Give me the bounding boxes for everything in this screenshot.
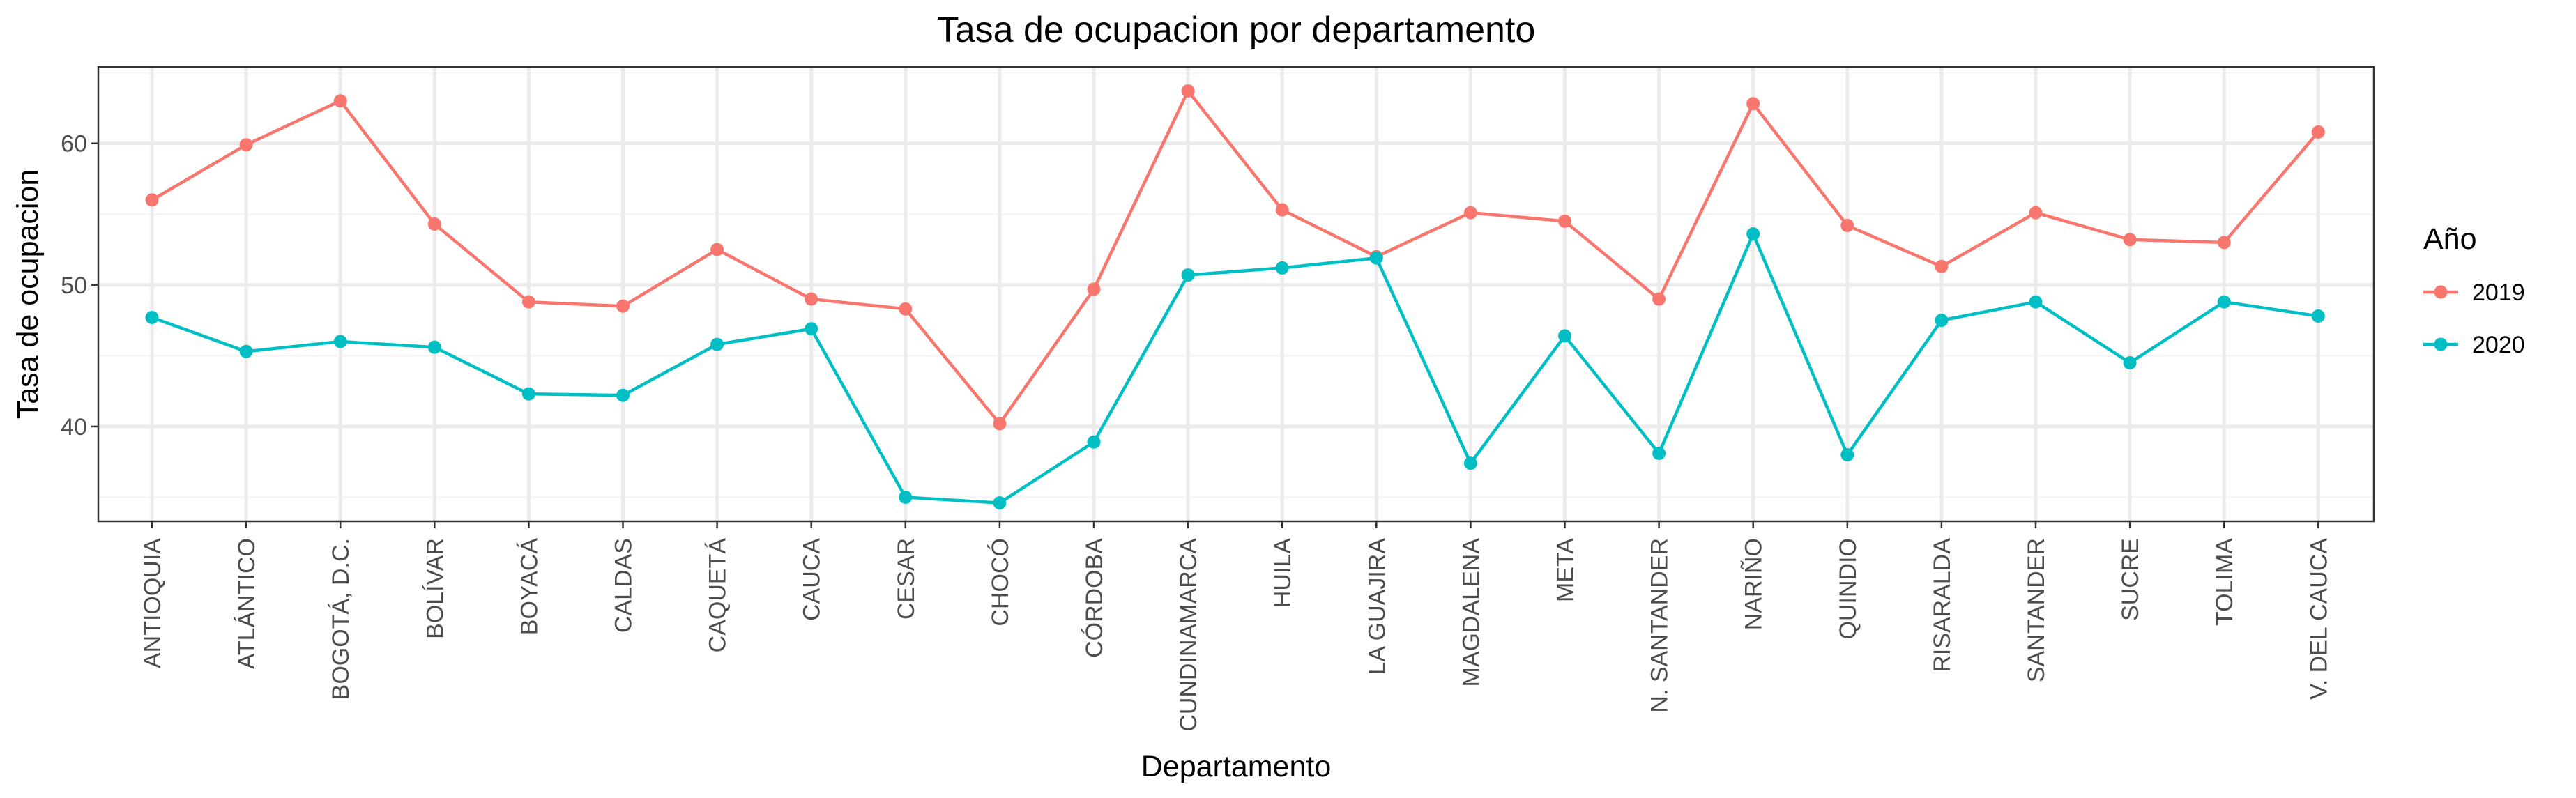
- data-point: [1369, 251, 1383, 265]
- x-tick-label: CESAR: [893, 538, 920, 620]
- x-tick-label: ANTIOQUIA: [139, 538, 166, 668]
- x-tick-label: CHOCÓ: [987, 538, 1014, 627]
- data-point: [710, 337, 724, 351]
- x-tick-label: NARIÑO: [1741, 538, 1767, 630]
- data-point: [2311, 309, 2325, 323]
- series-group: [145, 84, 2325, 510]
- x-tick-label: CAQUETÁ: [705, 538, 731, 653]
- data-point: [239, 138, 253, 152]
- y-axis: 40 50 60: [61, 131, 98, 440]
- data-point: [1087, 435, 1101, 449]
- data-point: [1087, 282, 1101, 296]
- x-tick-label: CUNDINAMARCA: [1175, 538, 1202, 732]
- data-point: [1275, 261, 1289, 275]
- data-point: [899, 490, 913, 504]
- legend-title: Año: [2423, 222, 2477, 256]
- data-point: [2029, 295, 2043, 309]
- data-point: [805, 322, 818, 336]
- data-point: [2123, 356, 2137, 370]
- data-point: [333, 335, 347, 348]
- legend-item-2019: 2019: [2423, 279, 2525, 306]
- data-point: [1558, 329, 1571, 343]
- data-point: [521, 387, 535, 401]
- panel-border: [97, 66, 2375, 523]
- data-point: [805, 292, 818, 306]
- series-2019: [145, 84, 2325, 431]
- legend-marker: [2434, 337, 2448, 351]
- x-tick-label: N. SANTANDER: [1647, 538, 1673, 713]
- data-point: [993, 496, 1007, 510]
- series-line-2019: [151, 88, 2320, 427]
- x-tick-label: MAGDALENA: [1458, 538, 1484, 687]
- x-tick-label: BOLÍVAR: [422, 538, 448, 639]
- data-point: [710, 243, 724, 256]
- x-axis-title: Departamento: [1141, 750, 1332, 783]
- y-tick-label: 60: [61, 131, 87, 158]
- data-point: [1746, 97, 1760, 111]
- data-point: [2217, 295, 2231, 309]
- x-tick-label: CÓRDOBA: [1081, 538, 1108, 658]
- data-point: [616, 388, 630, 402]
- data-point: [1463, 456, 1477, 470]
- legend: Año 2019 2020: [2423, 222, 2525, 358]
- x-tick-label: BOYACÁ: [516, 538, 542, 636]
- x-tick-label: V. DEL CAUCA: [2306, 538, 2332, 700]
- x-tick-label: ATLÁNTICO: [234, 538, 260, 669]
- data-point: [1840, 448, 1854, 462]
- y-tick-label: 50: [61, 273, 87, 299]
- x-tick-label: TOLIMA: [2211, 538, 2238, 626]
- x-tick-label: LA GUAJIRA: [1364, 538, 1390, 675]
- data-point: [1181, 84, 1195, 98]
- data-point: [521, 295, 535, 309]
- data-point: [899, 302, 913, 316]
- data-point: [616, 299, 630, 313]
- data-point: [239, 344, 253, 358]
- chart-title: Tasa de ocupacion por departamento: [937, 10, 1536, 50]
- data-point: [2217, 236, 2231, 250]
- x-tick-label: SANTANDER: [2023, 538, 2050, 682]
- legend-label: 2020: [2472, 332, 2525, 358]
- x-tick-label: HUILA: [1270, 538, 1296, 608]
- x-tick-label: META: [1553, 538, 1579, 602]
- series-line-2020: [151, 229, 2319, 505]
- x-tick-label: CAUCA: [799, 538, 825, 621]
- y-tick-label: 40: [61, 414, 87, 440]
- data-point: [1181, 268, 1195, 282]
- data-point: [145, 311, 159, 325]
- data-point: [1652, 447, 1666, 461]
- data-point: [427, 217, 441, 231]
- data-point: [1840, 218, 1854, 232]
- data-point: [427, 340, 441, 354]
- data-point: [993, 417, 1007, 431]
- data-point: [2029, 206, 2043, 220]
- data-point: [1463, 206, 1477, 220]
- x-tick-label: BOGOTÁ, D.C.: [328, 538, 354, 700]
- data-point: [1935, 314, 1949, 328]
- data-point: [1935, 259, 1949, 273]
- data-point: [145, 193, 159, 207]
- data-point: [333, 94, 347, 108]
- data-point: [2311, 125, 2325, 139]
- data-point: [1558, 214, 1571, 228]
- data-point: [1652, 292, 1666, 306]
- x-tick-label: RISARALDA: [1929, 538, 1956, 673]
- x-tick-label: QUINDIO: [1835, 538, 1861, 639]
- legend-label: 2019: [2472, 279, 2525, 306]
- x-tick-label: CALDAS: [611, 538, 637, 633]
- x-axis: ANTIOQUIA ATLÁNTICO BOGOTÁ, D.C. BOLÍVAR BOY…: [139, 521, 2332, 732]
- data-point: [2123, 233, 2137, 247]
- y-axis-title: Tasa de ocupacion: [11, 169, 45, 420]
- data-point: [1275, 203, 1289, 217]
- data-point: [1746, 227, 1760, 241]
- grid: [98, 67, 2374, 521]
- x-tick-label: SUCRE: [2117, 538, 2144, 621]
- legend-marker: [2434, 285, 2448, 299]
- legend-item-2020: 2020: [2423, 332, 2525, 358]
- series-2020: [145, 227, 2325, 510]
